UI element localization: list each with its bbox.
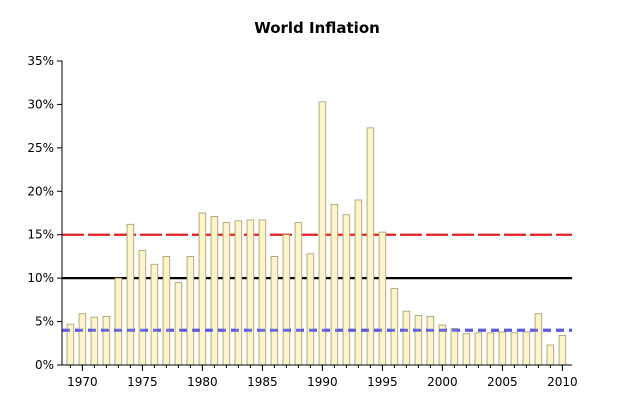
bar-2008: [534, 313, 543, 366]
x-tick-label: 2000: [427, 375, 458, 389]
bar-1981: [210, 216, 219, 366]
y-tick-label: 15%: [27, 228, 54, 242]
bar-1979: [186, 256, 195, 366]
y-tick-label: 0%: [35, 358, 54, 372]
bar-1985: [258, 219, 267, 366]
bar-2010: [558, 335, 567, 366]
bar-1987: [282, 234, 291, 366]
bar-1988: [294, 222, 303, 366]
y-tick-label: 35%: [27, 54, 54, 68]
bar-1982: [222, 222, 231, 366]
bar-1973: [114, 277, 123, 366]
bar-1992: [342, 214, 351, 366]
x-axis-ticks: 1970 1975 1980 1985 1990 1995 2000 2005 2010: [67, 365, 578, 389]
reference-lines: [62, 233, 572, 332]
bar-1997: [402, 310, 411, 366]
x-tick-label: 1970: [67, 375, 98, 389]
y-tick-label: 10%: [27, 271, 54, 285]
bar-1995: [378, 231, 387, 366]
bar-2001: [450, 328, 459, 366]
bar-1984: [246, 219, 255, 366]
bar-1998: [414, 315, 423, 366]
bars: [62, 101, 572, 366]
bar-1989: [306, 253, 315, 366]
bar-2002: [462, 333, 471, 366]
bar-1990: [318, 101, 327, 366]
axes: [61, 61, 572, 366]
bar-2009: [546, 344, 555, 366]
x-tick-label: 1990: [307, 375, 338, 389]
bar-1974: [126, 223, 135, 366]
x-tick-label: 1975: [127, 375, 158, 389]
x-tick-label: 2010: [547, 375, 578, 389]
bar-1977: [162, 256, 171, 366]
bar-2004: [486, 332, 495, 366]
x-tick-label: 2005: [487, 375, 518, 389]
bar-1999: [426, 315, 435, 366]
bar-2003: [474, 332, 483, 366]
bar-1976: [150, 263, 159, 366]
bar-1993: [354, 199, 363, 366]
bar-1978: [174, 282, 183, 366]
y-tick-label: 5%: [35, 315, 54, 329]
bar-2006: [510, 332, 519, 366]
x-tick-label: 1985: [247, 375, 278, 389]
bar-1970: [78, 313, 87, 366]
bar-1980: [198, 212, 207, 366]
x-tick-label: 1995: [367, 375, 398, 389]
chart-title: World Inflation: [254, 19, 380, 37]
bar-1996: [390, 288, 399, 366]
y-tick-label: 20%: [27, 184, 54, 198]
y-axis-ticks: 0% 5% 10% 15% 20% 25% 30% 35%: [27, 54, 62, 372]
y-tick-label: 25%: [27, 141, 54, 155]
bar-1972: [102, 315, 111, 366]
x-tick-label: 1980: [187, 375, 218, 389]
bar-1975: [138, 249, 147, 366]
bar-2005: [498, 331, 507, 366]
bar-1986: [270, 256, 279, 366]
y-tick-label: 30%: [27, 97, 54, 111]
bar-1991: [330, 203, 339, 366]
bar-2007: [522, 331, 531, 366]
bar-1971: [90, 316, 99, 366]
bar-1983: [234, 220, 243, 366]
